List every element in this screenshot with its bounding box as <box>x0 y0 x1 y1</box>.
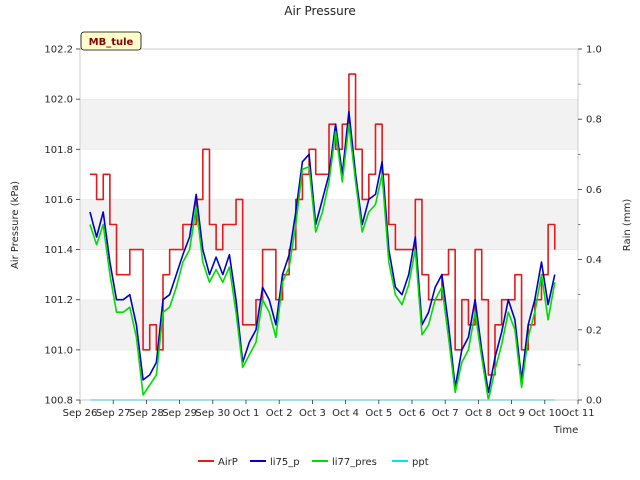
chart-title: Air Pressure <box>284 4 356 18</box>
x-tick-label: Sep 26 <box>63 408 98 419</box>
y-axis-ticks: 100.8 101.0 101.2 101.4 101.6 101.8 102.0 102.2 <box>44 45 80 407</box>
grid-band <box>80 249 578 300</box>
x-tick-label: Sep 29 <box>162 408 197 419</box>
series-line-li77-pres <box>89 123 556 401</box>
y2-tick-label: 0.6 <box>586 185 602 196</box>
station-badge-box <box>80 31 142 51</box>
y-axis-label: Air Pressure (kPa) <box>10 181 21 269</box>
grid-band <box>80 349 578 400</box>
y2-tick-label: 0.4 <box>586 255 602 266</box>
x-tick-label: Sep 28 <box>129 408 164 419</box>
y-tick-label: 101.4 <box>44 245 73 256</box>
legend-airp-label: AirP <box>218 457 238 468</box>
y2-tick-label: 0.2 <box>586 325 602 336</box>
y-tick-label: 101.8 <box>44 145 73 156</box>
y-tick-label: 102.2 <box>44 45 73 56</box>
x-tick-label: Sep 30 <box>195 408 230 419</box>
y2-tick-label: 0.8 <box>586 115 602 126</box>
x-tick-label: Oct 4 <box>332 408 359 419</box>
grid-band <box>80 199 578 250</box>
x-tick-label: Sep 27 <box>96 408 131 419</box>
x-tick-label: Oct 6 <box>399 408 426 419</box>
y2-tick-label: 0.0 <box>586 396 602 407</box>
station-badge: MB_tule <box>80 31 142 51</box>
x-tick-label: Oct 8 <box>465 408 492 419</box>
series-line-li75-p <box>89 110 556 394</box>
legend-li75-p-label: li75_p <box>270 457 300 468</box>
x-tick-label: Oct 2 <box>266 408 293 419</box>
x-tick-label: Oct 11 <box>561 408 594 419</box>
grid-band <box>80 49 578 100</box>
grid-bands <box>80 48 578 400</box>
x-tick-label: Oct 3 <box>299 408 326 419</box>
series-line-airp <box>89 73 556 376</box>
y-tick-label: 101.0 <box>44 345 73 356</box>
y-tick-label: 100.8 <box>44 396 73 407</box>
x-tick-label: Oct 5 <box>365 408 392 419</box>
station-badge-label: MB_tule <box>89 37 134 48</box>
legend-ppt-label: ppt <box>412 457 429 468</box>
legend-li77-pres-label: li77_pres <box>332 457 377 468</box>
legend: AirP li75_p li77_pres ppt <box>198 457 429 468</box>
x-axis-label: Time <box>553 425 578 436</box>
y-tick-label: 101.2 <box>44 295 73 306</box>
x-tick-label: Oct 7 <box>432 408 459 419</box>
y2-axis-label: Rain (mm) <box>622 199 633 252</box>
y2-tick-label: 1.0 <box>586 45 602 56</box>
y2-axis-ticks: 0.0 0.2 0.4 0.6 0.8 1.0 <box>578 45 602 407</box>
x-tick-label: Oct 10 <box>528 408 561 419</box>
x-tick-label: Oct 1 <box>233 408 260 419</box>
y-tick-label: 102.0 <box>44 95 73 106</box>
y-tick-label: 101.6 <box>44 195 73 206</box>
x-tick-label: Oct 9 <box>498 408 525 419</box>
